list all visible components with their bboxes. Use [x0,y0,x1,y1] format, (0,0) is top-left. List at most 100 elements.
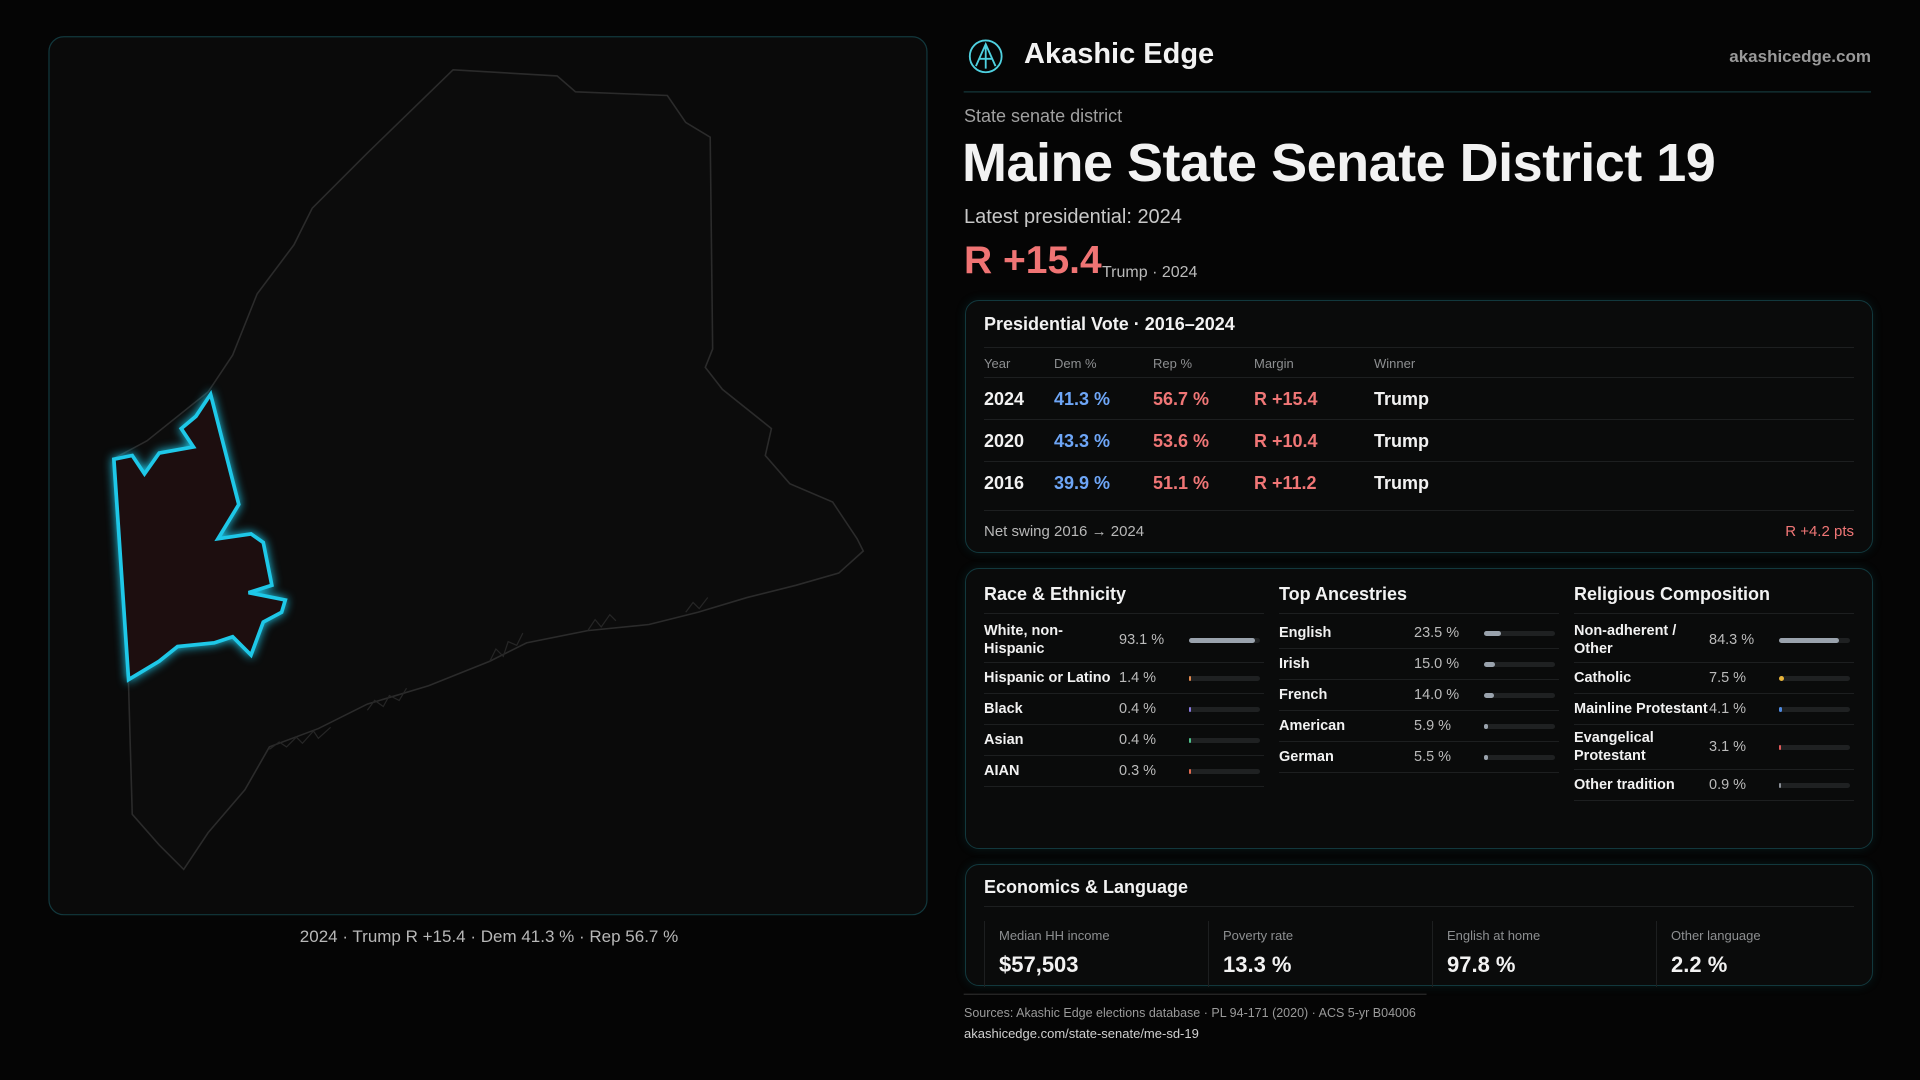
column-header: Rep % [1153,356,1193,371]
vote-cell: 53.6 % [1153,431,1210,451]
bar-track [1779,675,1850,681]
vote-cell: R +11.2 [1254,473,1317,493]
row-value: 0.3 % [1119,763,1157,779]
row-name: Hispanic or Latino [984,670,1111,686]
vote-cell: 2020 [984,431,1025,451]
bar-track [1484,630,1555,636]
net-swing: Net swing 2016 → 2024 R +4.2 pts [984,510,1854,551]
row-name: Black [984,701,1023,717]
economics-title: Economics & Language [984,877,1189,897]
group-row: Hispanic or Latino 1.4 % [984,663,1264,694]
brand-url: akashicedge.com [1729,47,1871,66]
group-title: Religious Composition [1574,583,1854,614]
vote-cell: 56.7 % [1153,389,1210,409]
vote-cell: 43.3 % [1054,431,1111,451]
bar-track [1779,637,1850,643]
row-name: Non-adherent / Other [1574,623,1677,657]
vote-row: 2024 41.3 % 56.7 % R +15.4 Trump [984,377,1854,419]
econ-label: Other language [1671,928,1761,943]
bar [1484,661,1495,667]
row-value: 3.1 % [1709,739,1747,755]
bar [1189,706,1191,712]
kicker: State senate district [964,106,1123,126]
row-name: Mainline Protestant [1574,701,1708,717]
row-name: Irish [1279,656,1310,672]
row-name: White, non-Hispanic [984,623,1063,657]
bar [1189,737,1191,743]
bar-track [1189,706,1260,712]
econ-cell: Median HH income $57,503 [984,921,1204,987]
coastline-detail [269,597,709,750]
map-caption: 2024 · Trump R +15.4 · Dem 41.3 % · Rep … [299,927,679,946]
economics-panel: Economics & Language Median HH income $57… [965,864,1876,987]
district-outline [111,389,288,683]
vote-cell: 39.9 % [1054,473,1111,493]
row-value: 0.4 % [1119,701,1157,717]
bar [1484,723,1489,729]
bar [1189,768,1191,774]
bar [1484,630,1501,636]
bar [1779,782,1781,788]
group-row: Evangelical Protestant 3.1 % [1574,725,1854,770]
row-value: 1.4 % [1119,670,1157,686]
row-value: 4.1 % [1709,701,1747,717]
bar [1189,675,1191,681]
row-name: American [1279,718,1346,734]
bar-track [1484,754,1555,760]
group-row: Black 0.4 % [984,694,1264,725]
row-name: German [1279,749,1334,765]
bar-track [1189,675,1260,681]
group-title: Top Ancestries [1279,583,1559,614]
latest-label: Latest presidential: 2024 [964,206,1182,228]
econ-cell: Other language 2.2 % [1656,921,1876,987]
group-title: Race & Ethnicity [984,583,1264,614]
group-row: Other tradition 0.9 % [1574,770,1854,801]
group-row: White, non-Hispanic 93.1 % [984,618,1264,663]
row-value: 7.5 % [1709,670,1747,686]
vote-title: Presidential Vote · 2016–2024 [984,314,1235,334]
group-row: French 14.0 % [1279,680,1559,711]
group-rows: English 23.5 % Irish 15.0 % French 14.0 % Amer… [1279,618,1559,773]
vote-cell: R +10.4 [1254,431,1318,451]
bar-track [1189,637,1260,643]
vote-cell: R +15.4 [1254,389,1318,409]
row-name: English [1279,625,1332,641]
brand-name: Akashic Edge [1024,38,1215,70]
group-row: English 23.5 % [1279,618,1559,649]
group-rows: Non-adherent / Other 84.3 % Catholic 7.5 % M… [1574,618,1854,801]
econ-cell: English at home 97.8 % [1432,921,1652,987]
econ-value: $57,503 [999,952,1079,977]
vote-cell: Trump [1374,431,1430,451]
econ-label: English at home [1447,928,1541,943]
econ-cell: Poverty rate 13.3 % [1208,921,1428,987]
vote-cell: Trump [1374,473,1430,493]
vote-cell: 2024 [984,389,1025,409]
bar [1779,744,1782,750]
bar-track [1484,661,1555,667]
bar [1779,637,1839,643]
demographics-panel: Race & Ethnicity White, non-Hispanic 93.1 … [965,568,1873,849]
source-url: akashicedge.com/state-senate/me-sd-19 [964,1026,1199,1041]
row-value: 23.5 % [1414,625,1460,641]
bar [1484,692,1494,698]
row-name: AIAN [984,763,1020,779]
sources: Sources: Akashic Edge elections database… [964,1006,1416,1020]
group-rows: White, non-Hispanic 93.1 % Hispanic or Lat… [984,618,1264,787]
row-name: Evangelical Protestant [1574,730,1654,764]
row-value: 5.5 % [1414,749,1452,765]
bar-track [1189,768,1260,774]
group-row: Non-adherent / Other 84.3 % [1574,618,1854,663]
column-header: Year [984,356,1011,371]
vote-cell: 2016 [984,473,1025,493]
vote-cell: Trump [1374,389,1430,409]
vote-row: 2016 39.9 % 51.1 % R +11.2 Trump [984,461,1854,503]
row-name: Other tradition [1574,777,1675,793]
state-outline [111,68,865,871]
headline-margin: R +15.4 [964,239,1102,282]
econ-value: 13.3 % [1223,952,1292,977]
econ-value: 97.8 % [1447,952,1516,977]
logo-icon [968,39,1003,74]
row-value: 93.1 % [1119,632,1165,648]
